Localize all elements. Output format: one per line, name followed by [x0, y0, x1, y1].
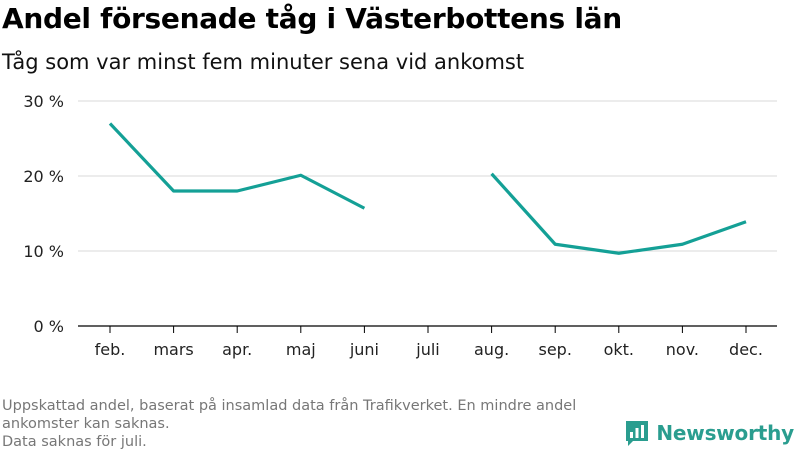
x-tick-label: apr. [222, 340, 252, 359]
footnote-missing-data: Data saknas för juli. [2, 434, 147, 450]
y-axis-tick-labels: 0 % 10 % 20 % 30 % [23, 92, 64, 336]
x-tick-label: nov. [666, 340, 699, 359]
chart-title: Andel försenade tåg i Västerbottens län [2, 2, 622, 35]
line-chart: 0 % 10 % 20 % 30 % feb. mars apr. maj juni juli a… [23, 92, 777, 359]
series-lines [108, 122, 747, 255]
y-tick-label: 10 % [23, 242, 64, 261]
x-tick-label: aug. [474, 340, 509, 359]
series-line-segment [490, 172, 747, 255]
gridlines [78, 100, 777, 327]
x-tick-label: feb. [95, 340, 126, 359]
x-tick-label: juni [349, 340, 379, 359]
series-line-segment [108, 122, 366, 210]
brand-name: Newsworthy [656, 421, 794, 445]
chart-subtitle: Tåg som var minst fem minuter sena vid a… [2, 50, 525, 74]
x-tick-label: okt. [604, 340, 634, 359]
brand-logo: Newsworthy [624, 419, 794, 447]
y-tick-label: 20 % [23, 167, 64, 186]
footnote: Uppskattad andel, baserat på insamlad da… [2, 397, 642, 451]
footnote-source: Uppskattad andel, baserat på insamlad da… [2, 398, 577, 432]
y-tick-label: 0 % [34, 317, 64, 336]
x-tick-label: sep. [538, 340, 571, 359]
x-tick-label: juli [415, 340, 439, 359]
x-axis-ticks: feb. mars apr. maj juni juli aug. sep. okt. nov. d… [95, 326, 763, 359]
newsworthy-icon [626, 421, 649, 446]
x-tick-label: maj [286, 340, 316, 359]
x-tick-label: dec. [729, 340, 763, 359]
x-tick-label: mars [153, 340, 193, 359]
y-tick-label: 30 % [23, 92, 64, 111]
